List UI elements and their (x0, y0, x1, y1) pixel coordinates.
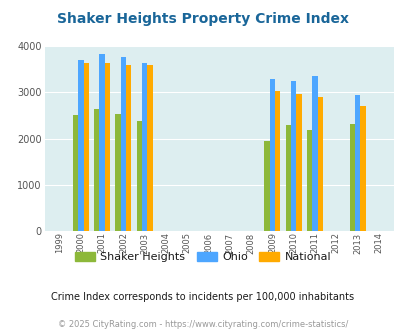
Bar (264, 141, 269, 231)
Legend: Shaker Heights, Ohio, National: Shaker Heights, Ohio, National (70, 248, 335, 267)
Bar (306, 130, 311, 231)
Bar (349, 124, 354, 231)
Bar (94, 109, 99, 231)
Bar (311, 76, 317, 231)
Bar (354, 95, 359, 231)
Bar (317, 97, 322, 231)
Text: Crime Index corresponds to incidents per 100,000 inhabitants: Crime Index corresponds to incidents per… (51, 292, 354, 302)
Bar (104, 63, 110, 231)
Bar (83, 63, 89, 231)
Bar (359, 106, 365, 231)
Bar (147, 65, 152, 231)
Text: Shaker Heights Property Crime Index: Shaker Heights Property Crime Index (57, 12, 348, 25)
Bar (115, 114, 120, 231)
Text: © 2025 CityRating.com - https://www.cityrating.com/crime-statistics/: © 2025 CityRating.com - https://www.city… (58, 320, 347, 329)
Bar (296, 94, 301, 231)
Bar (290, 81, 296, 231)
Bar (136, 120, 142, 231)
Bar (285, 125, 290, 231)
Bar (72, 115, 78, 231)
Bar (126, 65, 131, 231)
Bar (99, 53, 104, 231)
Bar (269, 80, 275, 231)
Bar (142, 63, 147, 231)
Bar (275, 90, 280, 231)
Bar (78, 60, 83, 231)
Bar (120, 57, 126, 231)
